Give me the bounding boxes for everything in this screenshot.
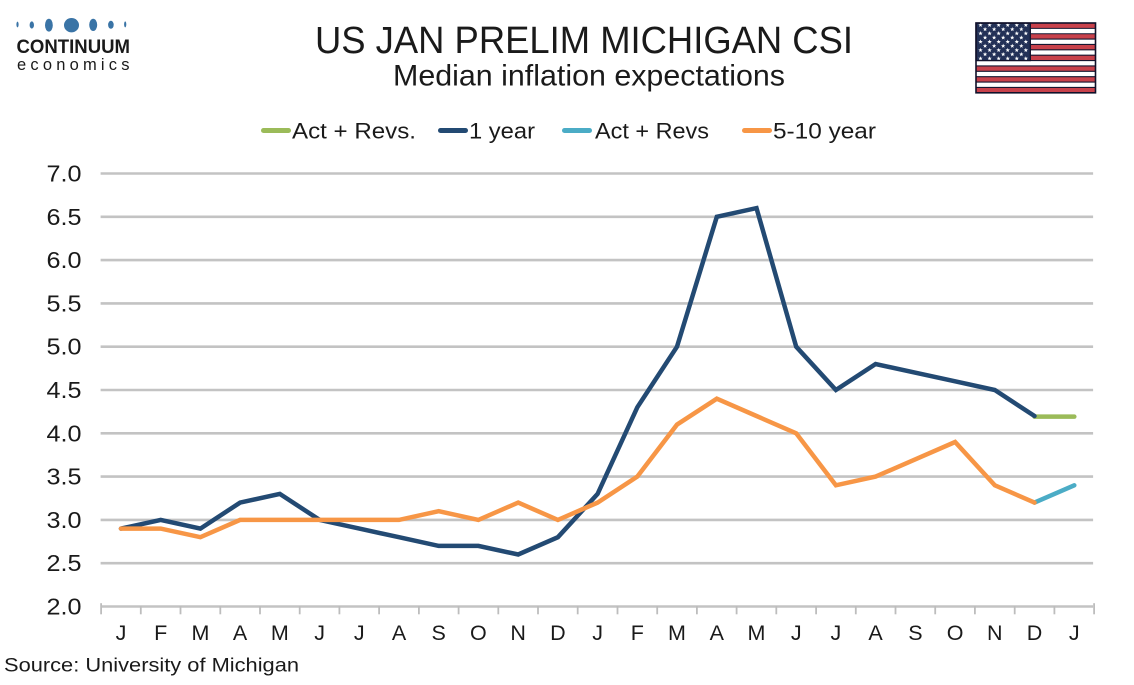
- svg-text:S: S: [908, 621, 922, 645]
- svg-text:F: F: [631, 621, 644, 645]
- svg-text:J: J: [791, 621, 802, 645]
- svg-text:5-10 year: 5-10 year: [773, 119, 876, 144]
- svg-text:M: M: [668, 621, 686, 645]
- svg-text:M: M: [748, 621, 766, 645]
- svg-text:5.0: 5.0: [47, 334, 82, 360]
- svg-text:4.5: 4.5: [47, 377, 82, 403]
- svg-text:J: J: [831, 621, 842, 645]
- svg-text:D: D: [1027, 621, 1043, 645]
- svg-text:6.5: 6.5: [47, 204, 82, 230]
- svg-text:N: N: [510, 621, 526, 645]
- svg-text:O: O: [470, 621, 487, 645]
- svg-text:J: J: [116, 621, 127, 645]
- svg-text:O: O: [947, 621, 964, 645]
- svg-text:M: M: [271, 621, 289, 645]
- svg-text:2.0: 2.0: [47, 594, 82, 620]
- svg-text:A: A: [392, 621, 407, 645]
- svg-text:CONTINUUM: CONTINUUM: [17, 37, 131, 58]
- svg-text:A: A: [868, 621, 883, 645]
- svg-text:4.0: 4.0: [47, 420, 82, 446]
- svg-text:N: N: [987, 621, 1003, 645]
- svg-text:7.0: 7.0: [47, 161, 82, 187]
- svg-text:1 year: 1 year: [469, 119, 535, 144]
- svg-text:2.5: 2.5: [47, 550, 82, 576]
- svg-text:6.0: 6.0: [47, 247, 82, 273]
- svg-text:D: D: [550, 621, 566, 645]
- svg-text:J: J: [314, 621, 325, 645]
- svg-text:economics: economics: [17, 56, 134, 74]
- svg-text:Act + Revs: Act + Revs: [595, 119, 709, 144]
- svg-text:Act + Revs.: Act + Revs.: [292, 119, 416, 144]
- svg-text:J: J: [354, 621, 365, 645]
- svg-text:5.5: 5.5: [47, 290, 82, 316]
- svg-text:Median inflation expectations: Median inflation expectations: [393, 60, 785, 93]
- svg-text:US JAN PRELIM MICHIGAN CSI: US JAN PRELIM MICHIGAN CSI: [315, 20, 853, 62]
- svg-text:A: A: [710, 621, 725, 645]
- svg-text:J: J: [592, 621, 603, 645]
- svg-text:S: S: [432, 621, 446, 645]
- svg-text:F: F: [154, 621, 167, 645]
- svg-text:3.5: 3.5: [47, 464, 82, 490]
- svg-text:3.0: 3.0: [47, 507, 82, 533]
- svg-text:Source: University of Michigan: Source: University of Michigan: [4, 656, 299, 677]
- svg-text:M: M: [191, 621, 209, 645]
- svg-text:A: A: [233, 621, 248, 645]
- svg-text:J: J: [1069, 621, 1080, 645]
